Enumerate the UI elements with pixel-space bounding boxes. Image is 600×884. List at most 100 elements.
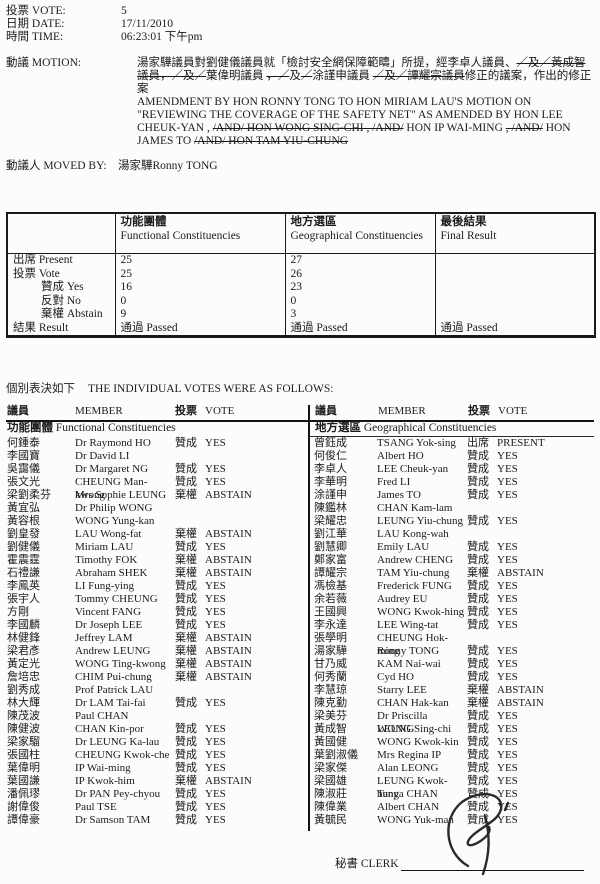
member-name-en: James TO [377,489,421,501]
time-row: 時間 TIME: 06:23:01 下午pm [6,31,406,44]
member-name-en: KAM Nai-wai [377,658,441,670]
member-row: 梁家傑 Alan LEONG 贊成 YES [307,762,594,775]
geographical-section-zh: 地方選區 [315,422,361,434]
motion-segment: 涂謹申議員 [312,70,373,82]
member-vote-zh: 贊成 [467,775,489,787]
vote-number-row: 投票 VOTE: 5 [6,5,406,18]
member-vote-en: YES [497,554,518,566]
member-name-en: CHEUNG Man-kwong [75,476,148,501]
motion-segment: ／及／黃成智議員，／及／ [137,57,586,82]
vote-meta-block: 投票 VOTE: 5 日期 DATE: 17/11/2010 時間 TIME: … [6,5,406,44]
member-name-en: Dr LAM Tai-fai [75,697,146,709]
summary-final-value [434,308,595,322]
member-vote-en: YES [497,671,518,683]
member-name-zh: 李永達 [314,619,347,631]
summary-functional-value: 25 [114,253,285,268]
member-vote-en [205,450,307,463]
member-vote-zh [467,632,497,645]
vote-zh-header: 投票 [175,405,197,417]
member-vote-zh: 贊成 [467,580,489,592]
member-vote-en: YES [205,619,226,631]
motion-segment: ／及／譚耀宗議員 [372,70,465,82]
member-vote-zh: 棄權 [175,554,197,566]
date-label: 日期 DATE: [6,18,65,30]
member-vote-zh: 贊成 [467,762,489,774]
member-vote-en: YES [205,580,226,592]
member-row: 梁美芬 Dr Priscilla LEUNG 贊成 YES [307,710,594,735]
member-vote-en [205,515,307,528]
member-vote-zh: 棄權 [175,632,197,644]
member-name-zh: 梁耀忠 [314,515,347,527]
motion-segment: 及 [289,70,301,82]
moved-by-label: 動議人 MOVED BY: [6,160,107,172]
member-row: 梁劉柔芬 Mrs Sophie LEUNG 棄權 ABSTAIN [6,489,307,502]
member-vote-zh: 贊成 [467,489,489,501]
member-name-zh: 黃成智 [314,723,347,735]
motion-segment: /AND/ HON WONG SING-CHI , /AND/ [212,122,404,134]
member-vote-zh: 棄權 [175,528,197,540]
member-name-en: Dr Priscilla LEUNG [377,710,428,735]
member-name-en: Dr PAN Pey-chyou [75,788,161,800]
member-name-zh: 何俊仁 [314,450,347,462]
member-vote-en: YES [497,658,518,670]
member-zh-header: 議員 [315,405,337,417]
motion-segment: , /AND/ [505,122,543,134]
member-vote-en: YES [497,476,518,488]
member-row: 張文光 CHEUNG Man-kwong 贊成 YES [6,476,307,501]
member-vote-en: ABSTAIN [205,567,252,579]
member-name-zh: 石禮謙 [7,567,40,579]
summary-functional-value: 0 [114,294,285,308]
member-vote-zh: 贊成 [467,671,489,683]
vote-en-header: VOTE [205,405,235,417]
member-name-en: Paul CHAN [75,710,129,722]
member-vote-en: YES [205,476,226,488]
member-vote-en: YES [497,489,518,501]
member-vote-zh: 贊成 [467,710,489,722]
member-en-header: MEMBER [75,405,123,417]
member-row: 陳偉業 Albert CHAN 贊成 YES [307,801,594,814]
member-row: 王國興 WONG Kwok-hing 贊成 YES [307,606,594,619]
summary-row: 棄權 Abstain 9 3 [7,308,595,322]
member-vote-zh: 贊成 [175,580,197,592]
member-row: 陳茂波 Paul CHAN [6,710,307,723]
member-vote-zh: 贊成 [175,801,197,813]
member-name-en: Abraham SHEK [75,567,148,579]
member-row: 李卓人 LEE Cheuk-yan 贊成 YES [307,463,594,476]
summary-row: 出席 Present 25 27 [7,253,595,268]
member-name-en: WONG Yung-kan [75,515,155,527]
geographical-section-en: Geographical Constituencies [363,422,497,434]
summary-functional-value: 25 [114,267,285,281]
member-name-zh: 張宇人 [7,593,40,605]
member-row: 劉秀成 Prof Patrick LAU [6,684,307,697]
votes-header-left: 議員 MEMBER 投票 VOTE [6,405,308,420]
intro-chinese: 個別表決如下 [6,383,75,395]
member-row: 陳健波 CHAN Kin-por 贊成 YES [6,723,307,736]
member-vote-zh: 贊成 [175,463,197,475]
member-name-zh: 張國柱 [7,749,40,761]
member-name-en: Vincent FANG [75,606,142,618]
member-vote-en: YES [497,463,518,475]
member-name-zh: 黃國健 [314,736,347,748]
motion-segment: 湯家驊議員對劉健儀議員就「檢討安全網保障範疇」所提，經李卓人議員、 [137,57,517,69]
member-vote-zh: 贊成 [467,541,489,553]
vote-zh-header: 投票 [468,405,490,417]
member-vote-zh: 棄權 [175,567,197,579]
member-name-en: CHEUNG Hok-ming [377,632,449,657]
vote-number-label: 投票 VOTE: [6,5,66,17]
summary-geographical-value: 通過 Passed [284,321,435,337]
geographical-section-header: 地方選區 Geographical Constituencies [308,422,594,437]
member-vote-en: ABSTAIN [205,658,252,670]
member-name-zh: 何鍾泰 [7,437,40,449]
individual-votes-section: 個別表決如下 THE INDIVIDUAL VOTES WERE AS FOLL… [6,383,594,831]
member-row: 劉皇發 LAU Wong-fat 棄權 ABSTAIN [6,528,307,541]
member-row: 李華明 Fred LI 贊成 YES [307,476,594,489]
member-vote-zh: 贊成 [467,801,489,813]
member-name-en: Andrew LEUNG [75,645,151,657]
votes-body: 何鍾泰 Dr Raymond HO 贊成 YES 李國寶 Dr David LI… [6,437,594,827]
member-name-en: LEUNG Kwok-hung [377,775,448,800]
summary-row: 結果 Result 通過 Passed 通過 Passed 通過 Passed [7,321,595,337]
member-name-en: Dr Joseph LEE [75,619,143,631]
member-name-en: Dr Philip WONG [75,502,153,514]
member-name-en: IP Wai-ming [75,762,131,774]
member-name-zh: 陳淑莊 [314,788,347,800]
